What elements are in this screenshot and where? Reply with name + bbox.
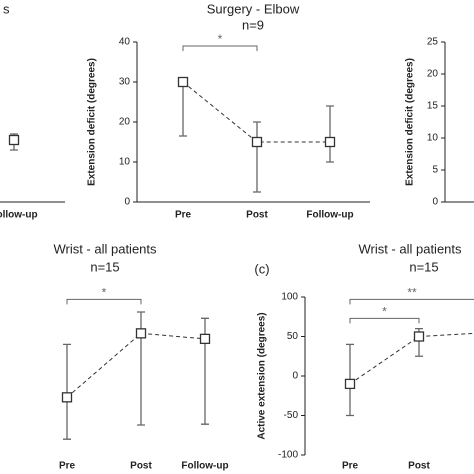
y-tick-label: 0 [432,197,438,208]
y-tick-label: 0 [124,197,130,208]
significance-label: * [102,286,107,300]
y-tick-label: 0 [292,371,298,382]
data-line [66,332,206,398]
x-tick-label: Follow-up [0,210,38,221]
y-tick-label: -100 [278,450,298,461]
y-axis-label: Active extension (degrees) [257,312,268,439]
error-bar [179,81,187,137]
y-tick-label: 50 [287,331,299,342]
chart-subtitle: n=15 [90,259,119,274]
significance-bracket [66,298,142,305]
y-tick-label: 10 [119,157,131,168]
data-point [135,328,147,339]
y-tick-label: -50 [284,410,299,421]
y-tick-label: 100 [281,292,298,303]
data-point [413,331,425,342]
data-line [349,332,474,385]
chart-subtitle: n=9 [242,17,264,32]
x-tick-label: Post [130,461,152,472]
significance-bracket [349,298,474,305]
chart-title: Wrist - all patients [53,241,157,256]
y-tick-label: 30 [119,77,131,88]
data-point [199,333,211,345]
data-line [182,81,330,143]
y-tick-label: 20 [119,117,131,128]
y-tick-label: 5 [432,165,438,176]
significance-bracket [349,317,420,324]
y-tick-label: 20 [427,69,439,80]
x-tick-label: Follow-up [181,461,228,472]
significance-bracket [182,45,258,51]
y-axis-label: Extension deficit (degrees) [87,58,98,186]
data-point [344,378,356,390]
y-tick-label: 40 [119,37,131,48]
y-axis-label: Extension deficit (degrees) [405,58,416,186]
error-bar [63,343,71,440]
data-point [8,134,20,146]
x-tick-label: Follow-up [306,210,353,221]
panel-label: (c) [254,261,269,276]
error-bar [253,121,261,193]
y-tick-label: 10 [427,133,439,144]
data-point [61,392,73,403]
data-point [251,136,263,148]
chart-title: Surgery - Elbow [207,1,300,16]
x-tick-label: Pre [342,461,359,472]
chart-subtitle: n=15 [409,259,438,274]
error-bar [326,105,334,163]
x-tick-label: Pre [175,210,192,221]
x-tick-label: Post [246,210,268,221]
data-point [177,76,189,88]
x-tick-label: Post [408,461,430,472]
y-tick-label: 25 [427,37,439,48]
significance-label: ** [407,286,417,300]
chart-title: s [3,1,10,16]
chart-title: Wrist - all patients [358,241,462,256]
data-point [324,136,336,148]
x-tick-label: Pre [59,461,76,472]
significance-label: * [218,32,223,46]
y-tick-label: 15 [427,101,439,112]
significance-label: * [382,305,387,319]
